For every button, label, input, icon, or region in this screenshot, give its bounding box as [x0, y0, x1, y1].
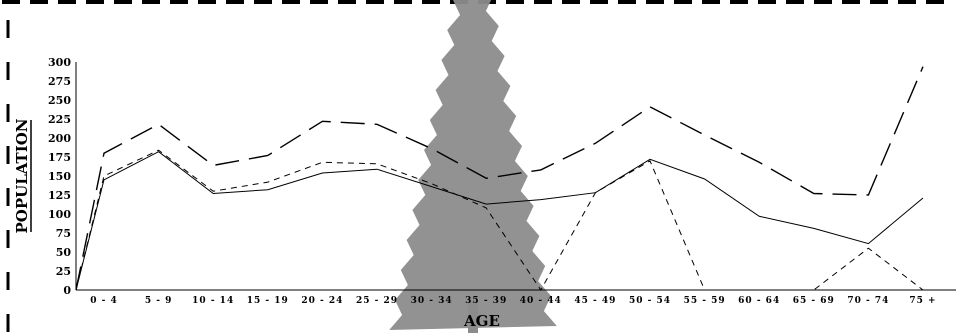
x-tick-label: 50 - 54: [629, 296, 671, 306]
x-tick-label: 25 - 29: [356, 296, 398, 306]
y-tick-label: 100: [48, 208, 71, 221]
series-lines: [75, 66, 924, 291]
y-tick-label: 25: [56, 265, 71, 278]
y-tick-labels: 0 25 50 75 100 125 150 175 200 225 250 275 300: [48, 56, 71, 297]
x-tick-label: 70 - 74: [847, 296, 889, 306]
y-tick-label: 125: [48, 189, 71, 202]
x-tick-label: 40 - 44: [520, 296, 562, 306]
y-tick-label: 250: [48, 94, 71, 107]
y-tick-label: 200: [48, 132, 71, 145]
pine-tree-watermark: [389, 0, 557, 333]
x-tick-label: 60 - 64: [738, 296, 780, 306]
series-line-short-dash: [75, 149, 924, 291]
x-tick-label: 35 - 39: [465, 296, 507, 306]
y-tick-label: 75: [56, 227, 71, 240]
y-tick-label: 150: [48, 170, 71, 183]
x-tick-label: 30 - 34: [411, 296, 453, 306]
x-tick-labels: 0 - 4 5 - 9 10 - 14 15 - 19 20 - 24 25 - 29 30…: [90, 296, 936, 306]
x-tick-label: 10 - 14: [192, 296, 234, 306]
x-tick-label: 75 +: [909, 296, 936, 306]
pine-tree-trunk: [468, 300, 478, 333]
x-tick-label: 55 - 59: [684, 296, 726, 306]
x-axis-title: AGE: [463, 312, 500, 330]
x-tick-label: 0 - 4: [90, 296, 118, 306]
x-tick-label: 5 - 9: [145, 296, 173, 306]
y-tick-label: 225: [48, 113, 71, 126]
x-tick-label: 20 - 24: [301, 296, 343, 306]
x-tick-label: 15 - 19: [247, 296, 289, 306]
y-tick-label: 0: [63, 284, 71, 297]
series-line-solid: [75, 151, 924, 291]
y-tick-label: 300: [48, 56, 71, 69]
pine-tree-shape: [389, 0, 557, 330]
y-axis-title: POPULATION: [13, 118, 31, 233]
x-tick-label: 65 - 69: [793, 296, 835, 306]
y-tick-label: 50: [56, 246, 72, 259]
y-tick-label: 175: [48, 151, 71, 164]
series-line-long-dash: [75, 66, 924, 291]
x-tick-label: 45 - 49: [574, 296, 616, 306]
y-tick-label: 275: [48, 75, 71, 88]
